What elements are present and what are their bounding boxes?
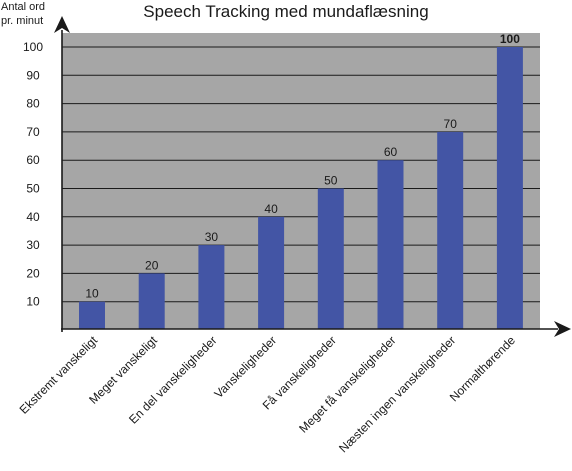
y-tick-labels: 10 20 30 40 50 60 70 80 90 100 <box>23 40 43 309</box>
y-tick-label-60: 60 <box>26 153 40 167</box>
data-label-4: 40 <box>264 202 278 216</box>
y-tick-label-40: 40 <box>26 210 40 224</box>
y-tick-label-90: 90 <box>26 68 40 82</box>
data-label-6: 60 <box>384 145 398 159</box>
data-label-1: 10 <box>85 287 99 301</box>
data-label-2: 20 <box>145 258 159 272</box>
plot-background <box>62 33 540 329</box>
y-tick-label-30: 30 <box>26 238 40 252</box>
chart-title: Speech Tracking med mundaflæsning <box>143 2 428 21</box>
bar-8 <box>496 47 523 329</box>
y-tick-label-80: 80 <box>26 97 40 111</box>
data-label-5: 50 <box>324 174 338 188</box>
y-tick-label-50: 50 <box>26 182 40 196</box>
y-axis-arrow-icon <box>54 16 70 33</box>
bar-6 <box>377 160 404 329</box>
bars <box>79 47 523 329</box>
bar-3 <box>198 245 225 329</box>
data-label-3: 30 <box>205 230 219 244</box>
bar-4 <box>258 216 285 329</box>
bar-1 <box>79 301 105 329</box>
y-tick-label-100: 100 <box>23 40 43 54</box>
x-tick-label-1: Ekstremt vanskeligt <box>17 333 101 417</box>
data-label-7: 70 <box>444 117 458 131</box>
y-axis-label-line-2: pr. minut <box>1 15 43 27</box>
y-tick-label-70: 70 <box>26 125 40 139</box>
bar-2 <box>138 273 165 329</box>
data-labels: 10 20 30 40 50 60 70 100 <box>85 32 520 301</box>
y-tick-label-20: 20 <box>26 266 40 280</box>
bar-7 <box>437 131 464 329</box>
data-label-8: 100 <box>500 32 520 46</box>
axes <box>54 16 571 337</box>
bar-5 <box>317 188 344 329</box>
x-tick-label-7: Næsten ingen vanskeligheder <box>336 333 458 455</box>
x-tick-label-6: Meget få vanskeligheder <box>296 333 398 435</box>
y-tick-label-10: 10 <box>26 295 40 309</box>
y-axis-label-line-1: Antal ord <box>1 1 45 13</box>
x-axis-arrow-icon <box>554 321 571 337</box>
x-tick-label-4: Vanskeligheder <box>211 333 279 401</box>
